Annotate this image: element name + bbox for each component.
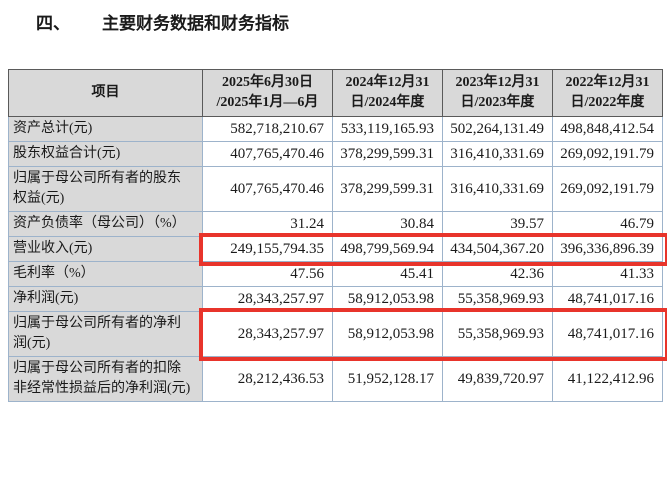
section-heading: 四、 主要财务数据和财务指标: [36, 12, 667, 36]
column-header-period-2024: 2024年12月31 日/2024年度: [333, 70, 443, 117]
row-label: 归属于母公司所有者的扣除非经常性损益后的净利润(元): [9, 357, 203, 402]
value-cell: 58,912,053.98: [333, 287, 443, 312]
value-cell: 28,212,436.53: [203, 357, 333, 402]
row-label: 净利润(元): [9, 287, 203, 312]
value-cell: 41,122,412.96: [553, 357, 663, 402]
value-cell: 31.24: [203, 212, 333, 237]
value-cell: 48,741,017.16: [553, 312, 663, 357]
row-label: 归属于母公司所有者的股东权益(元): [9, 167, 203, 212]
value-cell: 533,119,165.93: [333, 117, 443, 142]
value-cell: 30.84: [333, 212, 443, 237]
value-cell: 269,092,191.79: [553, 142, 663, 167]
table-row-net-profit-excl-nonrecurring: 归属于母公司所有者的扣除非经常性损益后的净利润(元) 28,212,436.53…: [9, 357, 663, 402]
period-line: /2025年1月—6月: [205, 93, 330, 113]
value-cell: 55,358,969.93: [443, 287, 553, 312]
value-cell: 582,718,210.67: [203, 117, 333, 142]
table-row-operating-revenue: 营业收入(元) 249,155,794.35 498,799,569.94 43…: [9, 237, 663, 262]
period-line: 2024年12月31: [335, 73, 440, 93]
value-cell: 434,504,367.20: [443, 237, 553, 262]
value-cell: 55,358,969.93: [443, 312, 553, 357]
value-cell: 498,848,412.54: [553, 117, 663, 142]
table-row-equity-attributable-to-parent: 归属于母公司所有者的股东权益(元) 407,765,470.46 378,299…: [9, 167, 663, 212]
table-row-total-equity: 股东权益合计(元) 407,765,470.46 378,299,599.31 …: [9, 142, 663, 167]
value-cell: 378,299,599.31: [333, 142, 443, 167]
row-label: 营业收入(元): [9, 237, 203, 262]
value-cell: 502,264,131.49: [443, 117, 553, 142]
period-line: 日/2023年度: [445, 93, 550, 113]
table-row-gross-margin: 毛利率（%） 47.56 45.41 42.36 41.33: [9, 262, 663, 287]
column-header-item: 项目: [9, 70, 203, 117]
value-cell: 41.33: [553, 262, 663, 287]
value-cell: 498,799,569.94: [333, 237, 443, 262]
period-line: 2023年12月31: [445, 73, 550, 93]
column-header-period-2025: 2025年6月30日 /2025年1月—6月: [203, 70, 333, 117]
value-cell: 58,912,053.98: [333, 312, 443, 357]
value-cell: 378,299,599.31: [333, 167, 443, 212]
table-wrapper: 项目 2025年6月30日 /2025年1月—6月 2024年12月31 日/2…: [8, 69, 662, 402]
value-cell: 46.79: [553, 212, 663, 237]
value-cell: 39.57: [443, 212, 553, 237]
period-line: 2022年12月31: [555, 73, 660, 93]
period-line: 日/2022年度: [555, 93, 660, 113]
row-label: 资产负债率（母公司）（%）: [9, 212, 203, 237]
section-title: 主要财务数据和财务指标: [102, 12, 289, 36]
table-row-asset-liability-ratio: 资产负债率（母公司）（%） 31.24 30.84 39.57 46.79: [9, 212, 663, 237]
table-row-total-assets: 资产总计(元) 582,718,210.67 533,119,165.93 50…: [9, 117, 663, 142]
value-cell: 51,952,128.17: [333, 357, 443, 402]
value-cell: 49,839,720.97: [443, 357, 553, 402]
financial-data-table: 项目 2025年6月30日 /2025年1月—6月 2024年12月31 日/2…: [8, 69, 663, 402]
period-line: 日/2024年度: [335, 93, 440, 113]
column-header-period-2023: 2023年12月31 日/2023年度: [443, 70, 553, 117]
table-row-net-profit-attributable: 归属于母公司所有者的净利润(元) 28,343,257.97 58,912,05…: [9, 312, 663, 357]
value-cell: 45.41: [333, 262, 443, 287]
value-cell: 407,765,470.46: [203, 142, 333, 167]
value-cell: 269,092,191.79: [553, 167, 663, 212]
value-cell: 28,343,257.97: [203, 287, 333, 312]
value-cell: 48,741,017.16: [553, 287, 663, 312]
row-label: 股东权益合计(元): [9, 142, 203, 167]
value-cell: 316,410,331.69: [443, 167, 553, 212]
section-number: 四、: [36, 12, 70, 36]
value-cell: 28,343,257.97: [203, 312, 333, 357]
value-cell: 47.56: [203, 262, 333, 287]
value-cell: 407,765,470.46: [203, 167, 333, 212]
row-label: 归属于母公司所有者的净利润(元): [9, 312, 203, 357]
period-line: 2025年6月30日: [205, 73, 330, 93]
header-row: 项目 2025年6月30日 /2025年1月—6月 2024年12月31 日/2…: [9, 70, 663, 117]
column-header-period-2022: 2022年12月31 日/2022年度: [553, 70, 663, 117]
row-label: 毛利率（%）: [9, 262, 203, 287]
value-cell: 396,336,896.39: [553, 237, 663, 262]
value-cell: 316,410,331.69: [443, 142, 553, 167]
value-cell: 249,155,794.35: [203, 237, 333, 262]
table-row-net-profit: 净利润(元) 28,343,257.97 58,912,053.98 55,35…: [9, 287, 663, 312]
value-cell: 42.36: [443, 262, 553, 287]
row-label: 资产总计(元): [9, 117, 203, 142]
